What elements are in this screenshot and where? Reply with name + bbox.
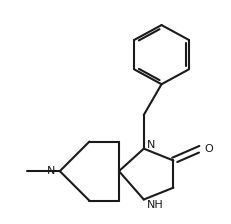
Text: N: N [147,140,155,150]
Text: NH: NH [147,200,163,210]
Text: N: N [47,166,55,176]
Text: O: O [203,144,212,154]
